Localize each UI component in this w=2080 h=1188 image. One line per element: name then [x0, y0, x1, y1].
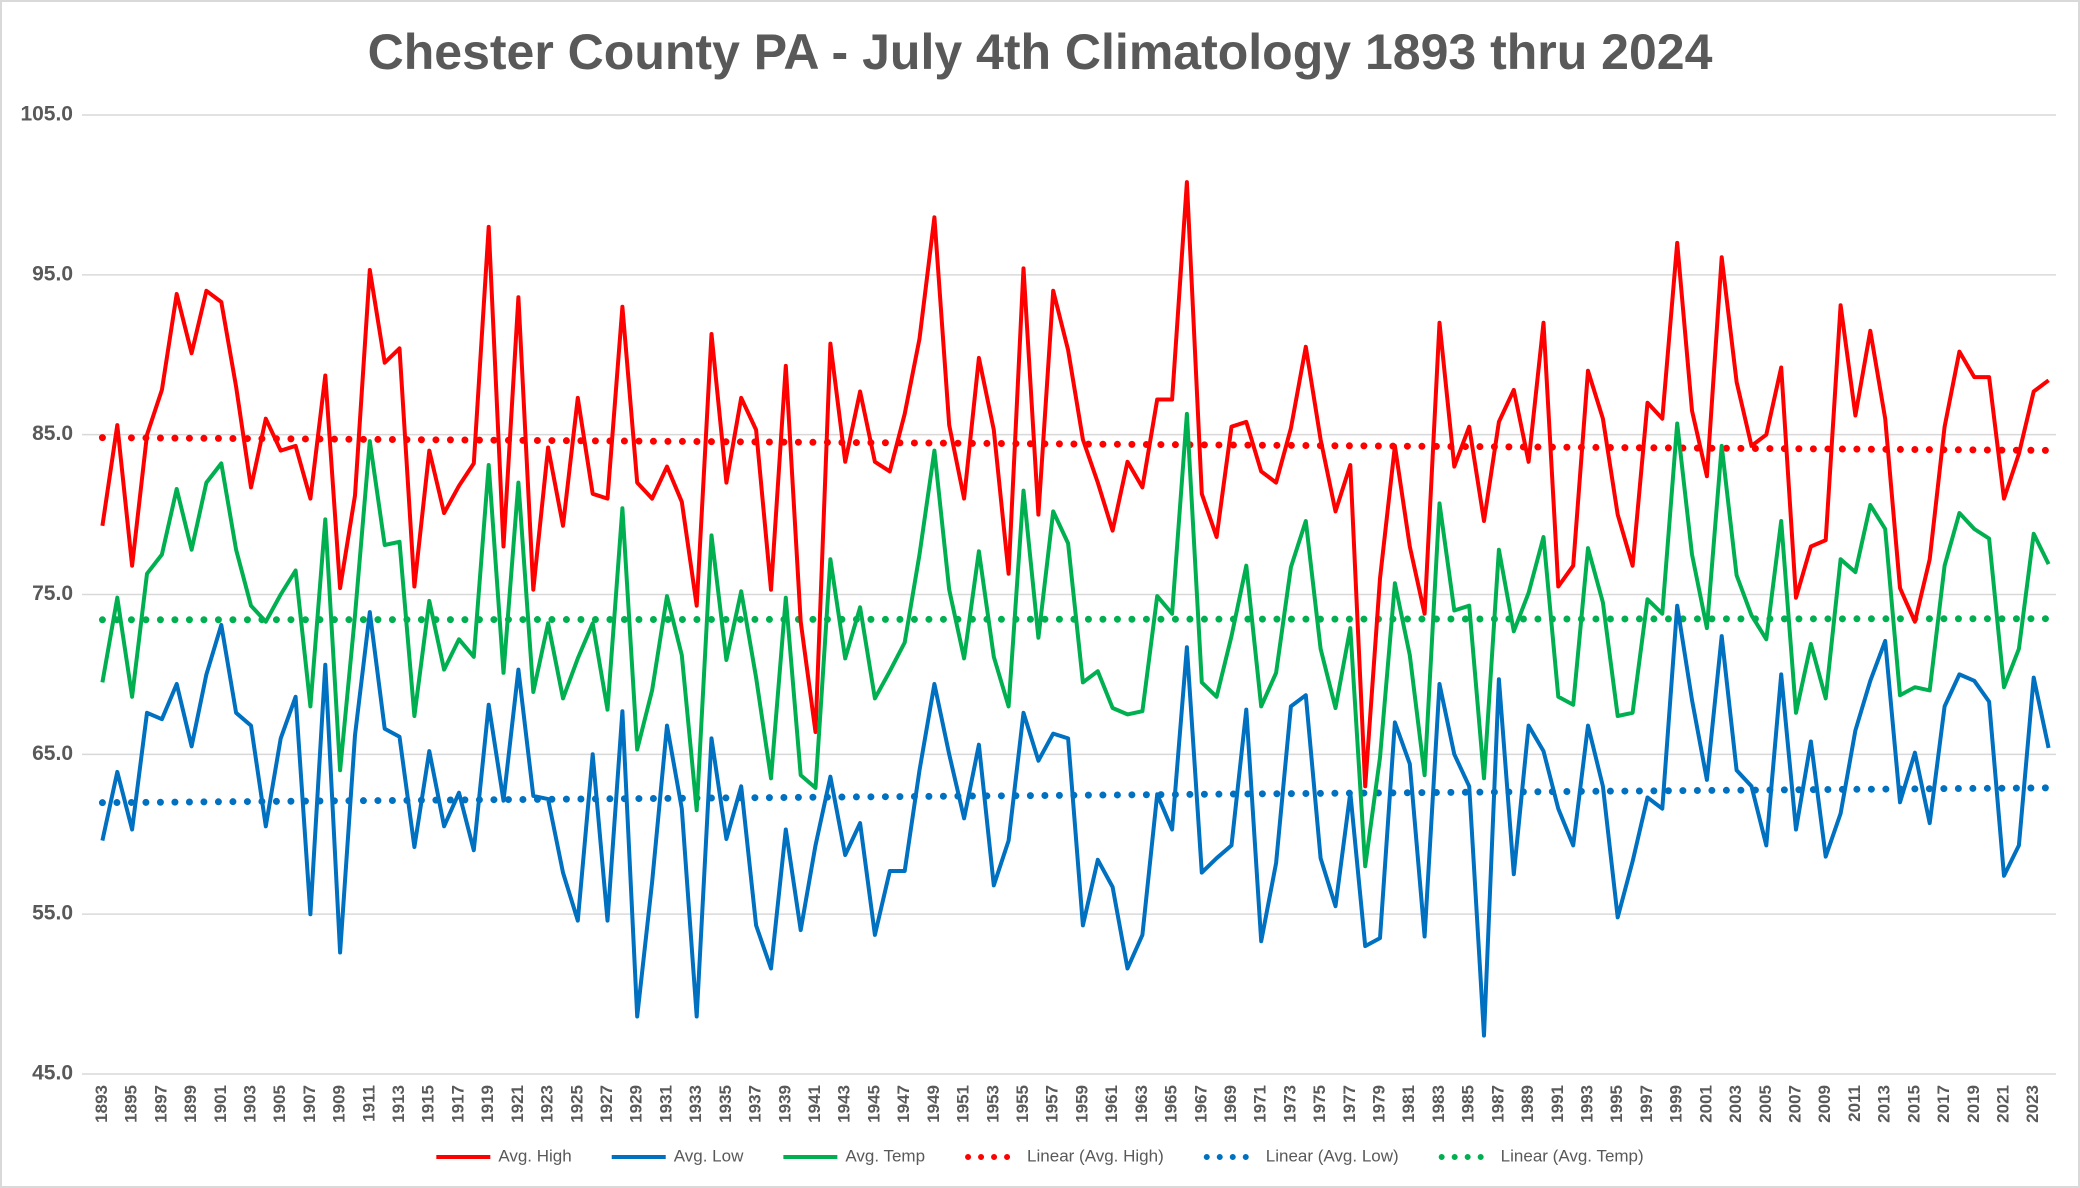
x-tick-label: 1913	[389, 1085, 408, 1123]
y-tick-label: 85.0	[32, 422, 73, 445]
x-tick-label: 1909	[330, 1085, 349, 1123]
x-tick-label: 2017	[1934, 1085, 1953, 1123]
x-tick-label: 1995	[1607, 1085, 1626, 1123]
x-tick-label: 1951	[954, 1085, 973, 1123]
x-tick-label: 1967	[1191, 1085, 1210, 1123]
x-tick-label: 2005	[1756, 1085, 1775, 1123]
y-tick-label: 95.0	[32, 262, 73, 285]
data-line	[100, 180, 2050, 789]
x-tick-label: 1917	[448, 1085, 467, 1123]
x-tick-label: 1947	[894, 1085, 913, 1123]
x-tick-label: 1901	[211, 1085, 230, 1123]
x-tick-label: 1923	[538, 1085, 557, 1123]
x-tick-label: 1977	[1340, 1085, 1359, 1123]
trend-line	[98, 434, 2053, 454]
x-tick-label: 1935	[716, 1085, 735, 1123]
x-tick-label: 1915	[419, 1085, 438, 1123]
x-tick-label: 1941	[805, 1085, 824, 1123]
x-tick-label: 2007	[1786, 1085, 1805, 1123]
x-tick-label: 1939	[775, 1085, 794, 1123]
legend-label: Avg. Temp	[845, 1146, 925, 1165]
chart-title: Chester County PA - July 4th Climatology…	[368, 24, 1713, 80]
legend-label: Linear (Avg. Low)	[1266, 1146, 1399, 1165]
x-tick-label: 1997	[1637, 1085, 1656, 1123]
legend-label: Avg. Low	[674, 1146, 744, 1165]
x-tick-label: 1943	[835, 1085, 854, 1123]
x-tick-label: 1905	[270, 1085, 289, 1123]
x-tick-label: 1919	[478, 1085, 497, 1123]
x-tick-label: 1987	[1488, 1085, 1507, 1123]
x-tick-label: 2011	[1845, 1085, 1864, 1122]
legend-label: Avg. High	[498, 1146, 571, 1165]
y-tick-label: 65.0	[32, 742, 73, 765]
trend-line	[98, 784, 2053, 807]
x-tick-label: 1983	[1429, 1085, 1448, 1123]
x-tick-label: 1929	[627, 1085, 646, 1123]
x-tick-label: 1991	[1548, 1085, 1567, 1123]
x-tick-label: 1979	[1370, 1085, 1389, 1123]
x-tick-label: 2001	[1696, 1085, 1715, 1123]
x-tick-label: 1953	[983, 1085, 1002, 1123]
x-tick-label: 1897	[151, 1085, 170, 1123]
x-tick-label: 1985	[1459, 1085, 1478, 1123]
x-tick-label: 1993	[1578, 1085, 1597, 1123]
x-tick-label: 1973	[1280, 1085, 1299, 1123]
x-tick-label: 1921	[508, 1085, 527, 1123]
x-tick-label: 1957	[1043, 1085, 1062, 1123]
x-tick-label: 1899	[181, 1085, 200, 1123]
x-tick-label: 1999	[1667, 1085, 1686, 1123]
x-tick-label: 2023	[2023, 1085, 2042, 1123]
x-tick-label: 1907	[300, 1085, 319, 1123]
x-tick-label: 1903	[240, 1085, 259, 1123]
x-tick-label: 1927	[597, 1085, 616, 1123]
data-line	[100, 411, 2051, 869]
x-tick-label: 1933	[686, 1085, 705, 1123]
x-tick-label: 1893	[92, 1085, 111, 1123]
legend: Avg. High Avg. Low Avg. Temp Linear (Avg. H…	[436, 1146, 1644, 1165]
y-tick-label: 75.0	[32, 582, 73, 605]
x-tick-label: 1965	[1162, 1085, 1181, 1123]
x-tick-label: 2015	[1904, 1085, 1923, 1123]
x-tick-label: 1989	[1518, 1085, 1537, 1123]
x-tick-label: 1937	[746, 1085, 765, 1123]
y-tick-label: 45.0	[32, 1062, 73, 1085]
x-tick-label: 1955	[1013, 1085, 1032, 1123]
legend-label: Linear (Avg. High)	[1027, 1146, 1164, 1165]
x-tick-label: 2003	[1726, 1085, 1745, 1123]
x-tick-label: 1963	[1132, 1085, 1151, 1123]
x-tick-label: 1961	[1102, 1085, 1121, 1123]
x-tick-label: 1925	[567, 1085, 586, 1123]
x-tick-label: 1949	[924, 1085, 943, 1123]
x-tick-label: 2013	[1875, 1085, 1894, 1123]
x-tick-label: 1975	[1310, 1085, 1329, 1123]
x-tick-label: 1895	[122, 1085, 141, 1123]
legend-label: Linear (Avg. Temp)	[1501, 1146, 1644, 1165]
x-tick-label: 1969	[1221, 1085, 1240, 1123]
x-tick-label: 2019	[1964, 1085, 1983, 1123]
x-tick-label: 1971	[1251, 1085, 1270, 1123]
y-tick-label: 55.0	[32, 902, 73, 925]
x-tick-label: 2021	[1993, 1085, 2012, 1123]
y-tick-label: 105.0	[20, 103, 73, 126]
x-tick-label: 1911	[359, 1085, 378, 1122]
x-tick-label: 1931	[656, 1085, 675, 1123]
x-tick-label: 1981	[1399, 1085, 1418, 1123]
x-tick-label: 1959	[1072, 1085, 1091, 1123]
x-tick-label: 2009	[1815, 1085, 1834, 1123]
x-tick-label: 1945	[864, 1085, 883, 1123]
data-line	[100, 603, 2051, 1038]
